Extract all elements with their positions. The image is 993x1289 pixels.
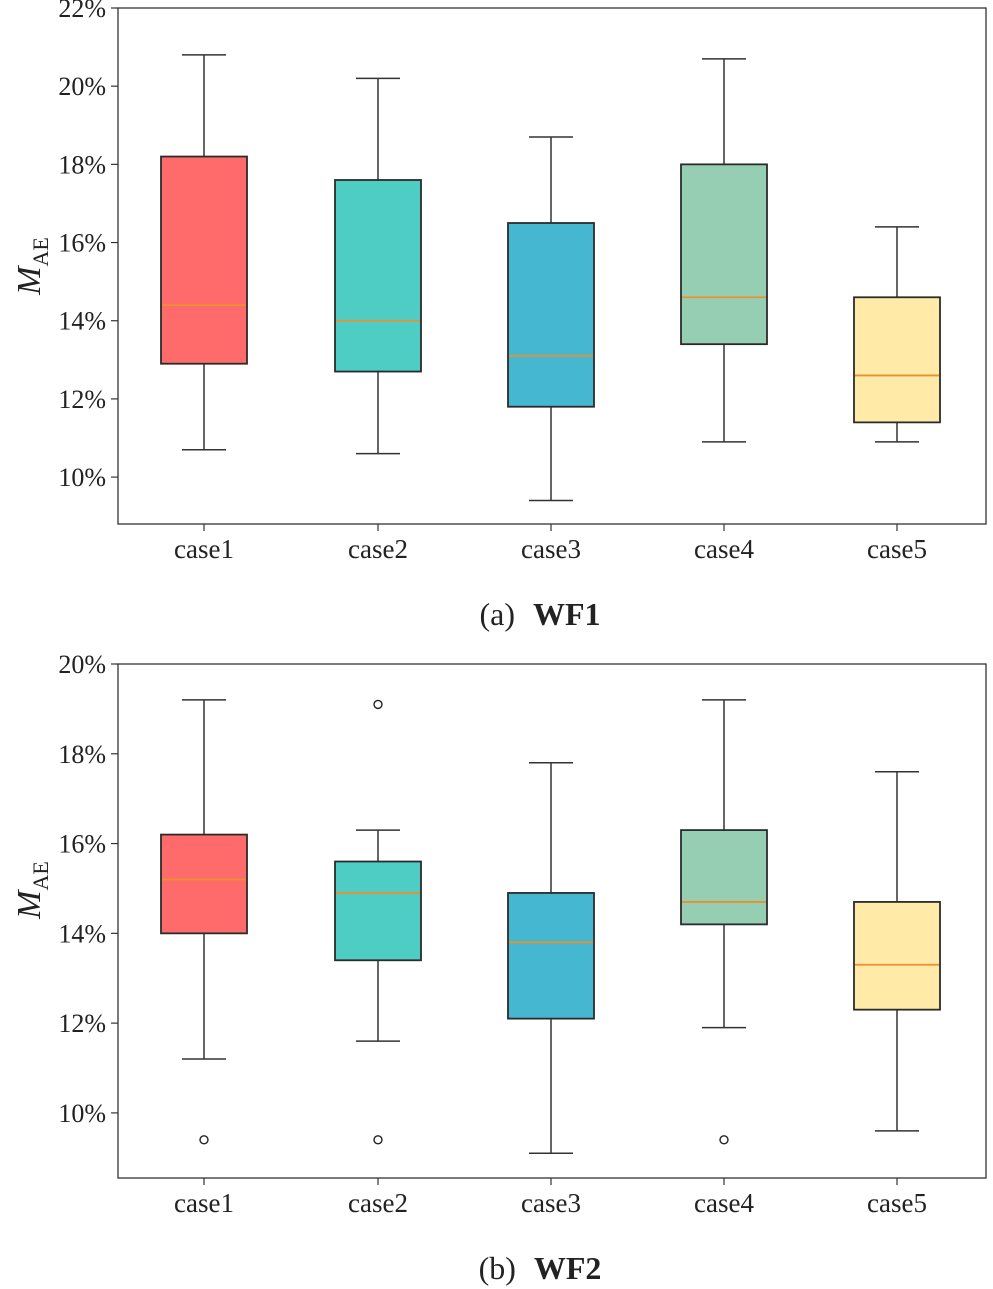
outlier-point [373,1135,383,1145]
box-body [334,860,422,962]
y-tick-label: 22% [58,0,106,23]
box-case2 [334,77,422,455]
box-body [680,163,768,346]
box-case3 [507,136,595,502]
panel-caption: (a) WF1 [479,596,600,632]
box-body [160,155,248,365]
y-axis-label: MAE [11,237,53,296]
box-body [853,296,941,424]
outlier-point [373,699,383,710]
box-case4 [680,699,768,1145]
y-tick-label: 16% [58,830,106,859]
box-body [507,222,595,408]
x-tick-label: case5 [867,534,927,564]
y-tick-label: 14% [58,919,106,948]
boxes [160,699,941,1155]
box-body [680,829,768,926]
panel-a: 10%12%14%16%18%20%22% case1 case2 case3 cas… [11,0,987,632]
y-tick-label: 12% [58,385,106,414]
x-tick-label: case4 [694,534,754,564]
y-tick-label: 16% [58,229,106,258]
x-tick-labels: case1 case2 case3 case4 case5 [174,1178,927,1218]
box-body [334,179,422,373]
box-body [853,901,941,1011]
y-tick-label: 20% [58,650,106,679]
y-axis-label: MAE [11,861,53,920]
box-case1 [160,699,248,1145]
box-case2 [334,699,422,1145]
y-tick-label: 14% [58,307,106,336]
boxes [160,54,941,502]
plot-frame [117,663,987,1179]
x-tick-label: case1 [174,534,234,564]
y-tick-label: 18% [58,740,106,769]
y-ticks: 10% 12% 14% 16% 18% 20% [58,650,118,1128]
box-case5 [853,770,941,1132]
x-tick-labels: case1 case2 case3 case4 case5 [174,524,927,564]
box-body [160,833,248,935]
y-ticks: 10% 12% 14% 16% 18% 20% 22% [58,0,118,492]
outlier-point [719,1135,729,1145]
box-case5 [853,226,941,443]
y-tick-label: 18% [58,150,106,179]
y-tick-label: 20% [58,72,106,101]
x-tick-label: case4 [694,1188,754,1218]
x-tick-label: case2 [348,534,408,564]
panel-caption: (b) WF2 [479,1250,602,1286]
x-tick-label: case5 [867,1188,927,1218]
box-case4 [680,58,768,443]
plot-frame [117,7,987,525]
panel-b: 10%12%14%16%18%20% case1 case2 case3 case4 c… [11,650,987,1286]
y-tick-label: 10% [58,1099,106,1128]
box-body [507,892,595,1020]
box-case1 [160,54,248,451]
x-tick-label: case1 [174,1188,234,1218]
x-tick-label: case3 [521,534,581,564]
y-tick-label: 12% [58,1009,106,1038]
box-case3 [507,762,595,1155]
x-tick-label: case2 [348,1188,408,1218]
x-tick-label: case3 [521,1188,581,1218]
outlier-point [199,1135,209,1145]
y-tick-label: 10% [58,463,106,492]
